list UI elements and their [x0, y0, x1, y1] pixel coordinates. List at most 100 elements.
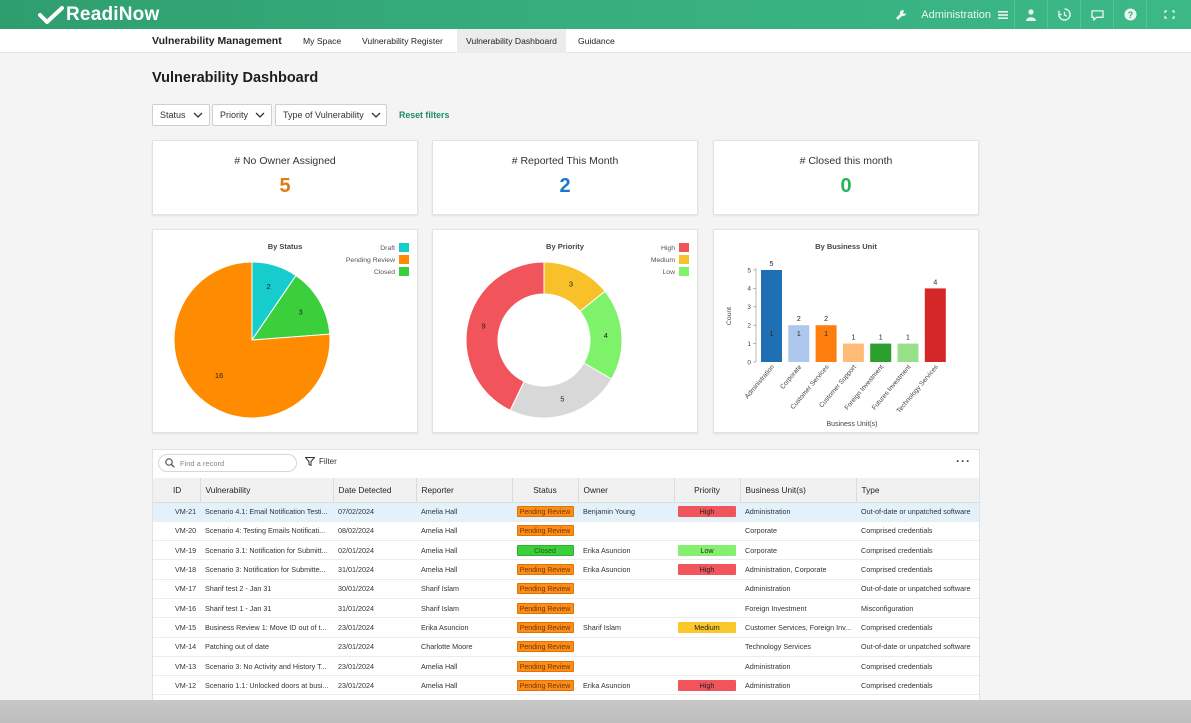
legend-label: High [661, 245, 675, 252]
legend-swatch[interactable] [399, 267, 409, 276]
cell-type: Out-of-date or unpatched software [856, 502, 979, 522]
bar-inner-label: 1 [797, 331, 801, 338]
cell-business-units: Administration [740, 579, 856, 599]
search-box[interactable] [158, 454, 297, 472]
legend-swatch[interactable] [679, 255, 689, 264]
history-icon[interactable] [1048, 0, 1080, 29]
bar-inner-label: 1 [824, 331, 828, 338]
reset-filters-link[interactable]: Reset filters [399, 110, 450, 120]
bar[interactable] [788, 325, 810, 362]
column-header-reporter[interactable]: Reporter [416, 478, 513, 503]
bar[interactable] [761, 270, 782, 362]
table-row[interactable]: VM-13 Scenario 3: No Activity and History… [153, 656, 979, 677]
cell-business-units: Technology Services [740, 637, 856, 657]
tab-vulnerability-register[interactable]: Vulnerability Register [362, 36, 443, 46]
table-row[interactable]: VM-18 Scenario 3: Notification for Submit… [153, 559, 979, 580]
y-tick-label: 5 [747, 267, 751, 274]
wrench-icon[interactable] [885, 0, 917, 29]
status-filter[interactable]: Status [152, 104, 210, 126]
cell-type: Comprised credentials [856, 675, 979, 696]
help-icon[interactable]: ? [1114, 0, 1146, 29]
cell-status: Pending Review [512, 617, 578, 638]
priority-filter[interactable]: Priority [212, 104, 272, 126]
x-tick-label: Administration [744, 364, 776, 401]
screen-bottom-edge [0, 700, 1191, 723]
user-icon[interactable] [1015, 0, 1047, 29]
pie-slice[interactable] [173, 261, 331, 419]
bar[interactable] [842, 343, 864, 362]
bar-value-label: 2 [797, 316, 801, 323]
column-header-owner[interactable]: Owner [578, 478, 675, 503]
bar[interactable] [897, 343, 919, 362]
chevron-down-icon [193, 112, 202, 118]
more-options-icon[interactable]: ··· [956, 454, 971, 468]
fullscreen-icon[interactable] [1147, 0, 1191, 29]
slice-label: 3 [299, 307, 303, 316]
vulnerability-table: ID Vulnerability Date Detected Reporter … [153, 478, 979, 696]
column-header-priority[interactable]: Priority [674, 478, 741, 503]
column-header-date-detected[interactable]: Date Detected [333, 478, 417, 503]
cell-vulnerability: Scenario 1.1: Unlocked doors at busi... [200, 675, 333, 696]
legend-swatch[interactable] [679, 267, 689, 276]
legend-swatch[interactable] [679, 243, 689, 252]
table-row[interactable]: VM-20 Scenario 4: Testing Emails Notifica… [153, 521, 979, 542]
tab-my-space[interactable]: My Space [303, 36, 342, 46]
tab-guidance[interactable]: Guidance [578, 36, 615, 46]
chat-icon[interactable] [1081, 0, 1113, 29]
cell-business-units: Administration, Corporate [740, 559, 856, 580]
cell-business-units: Foreign Investment [740, 598, 856, 619]
administration-label: Administration [921, 8, 991, 21]
cell-status: Closed [512, 540, 578, 561]
funnel-icon [305, 457, 315, 466]
y-tick-label: 1 [747, 341, 751, 348]
x-axis-label: Business Unit(s) [827, 421, 878, 428]
bar[interactable] [924, 288, 946, 362]
legend-swatch[interactable] [399, 255, 409, 264]
table-filter-button[interactable]: Filter [305, 457, 337, 466]
column-header-type[interactable]: Type [856, 478, 979, 503]
cell-status: Pending Review [512, 675, 578, 696]
table-row[interactable]: VM-15 Business Review 1: Move ID out of t… [153, 617, 979, 638]
column-header-business-units[interactable]: Business Unit(s) [740, 478, 857, 503]
priority-pill: High [678, 564, 736, 576]
kpi-card-no-owner[interactable]: # No Owner Assigned 5 [152, 140, 418, 215]
slice-label: 2 [266, 282, 270, 291]
column-header-status[interactable]: Status [512, 478, 579, 503]
legend-label: Closed [374, 269, 395, 276]
table-header-row: ID Vulnerability Date Detected Reporter … [153, 478, 979, 503]
type-filter[interactable]: Type of Vulnerability [275, 104, 387, 126]
legend-label: Pending Review [346, 257, 395, 264]
donut-slice[interactable] [465, 261, 545, 411]
tab-vulnerability-dashboard[interactable]: Vulnerability Dashboard [457, 29, 566, 53]
pie-slice[interactable] [251, 274, 331, 341]
status-badge: Pending Review [516, 506, 574, 518]
slice-label: 16 [215, 371, 223, 380]
table-row[interactable]: VM-17 Sharif test 2 - Jan 31 30/01/2024 Sha… [153, 579, 979, 599]
administration-menu[interactable]: Administration [917, 0, 1014, 29]
table-row[interactable]: VM-12 Scenario 1.1: Unlocked doors at bus… [153, 675, 979, 696]
cell-date-detected: 08/02/2024 [333, 521, 416, 542]
table-row[interactable]: VM-21 Scenario 4.1: Email Notification Te… [153, 502, 979, 522]
table-row[interactable]: VM-14 Patching out of date 23/01/2024 Charl… [153, 637, 979, 657]
column-header-vulnerability[interactable]: Vulnerability [200, 478, 334, 503]
cell-reporter: Charlotte Moore [416, 637, 512, 657]
table-row[interactable]: VM-16 Sharif test 1 - Jan 31 31/01/2024 Sha… [153, 598, 979, 619]
legend-swatch[interactable] [399, 243, 409, 252]
column-header-id[interactable]: ID [153, 478, 201, 503]
kpi-card-reported-this-month[interactable]: # Reported This Month 2 [432, 140, 698, 215]
app-logo[interactable]: ReadiNow [38, 4, 159, 26]
bar[interactable] [870, 343, 892, 362]
business-unit-bar-chart: 0 1 2 3 4 5 Count 5 1 Administration 2 1 Corporate 2 1… [726, 261, 946, 428]
search-input[interactable] [180, 458, 290, 468]
hamburger-icon [998, 10, 1008, 19]
cell-owner [578, 579, 674, 599]
legend-label: Medium [651, 257, 676, 264]
bar[interactable] [815, 325, 837, 362]
donut-slice[interactable] [509, 362, 613, 419]
kpi-label: # Closed this month [799, 155, 893, 167]
svg-text:?: ? [1127, 10, 1132, 20]
kpi-card-closed-this-month[interactable]: # Closed this month 0 [713, 140, 979, 215]
cell-vulnerability: Sharif test 1 - Jan 31 [200, 598, 333, 619]
table-row[interactable]: VM-19 Scenario 3.1: Notification for Subm… [153, 540, 979, 561]
page-title: Vulnerability Dashboard [152, 70, 319, 86]
